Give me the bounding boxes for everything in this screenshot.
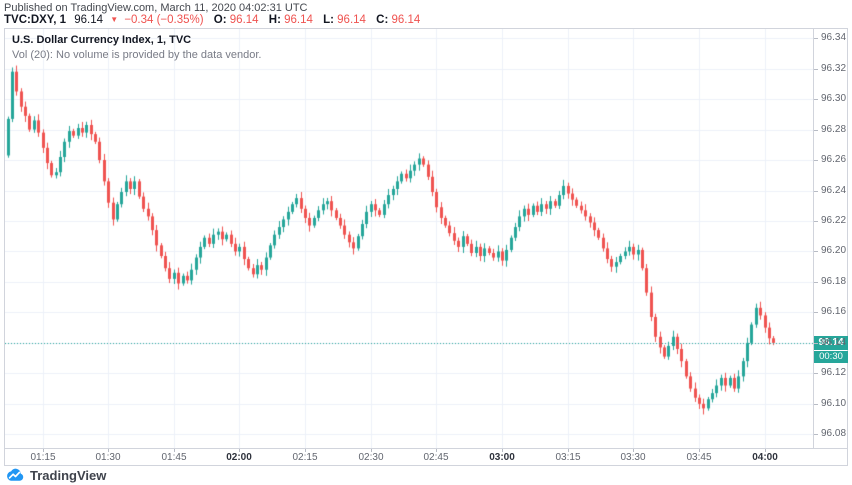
price-tick-mark [814,251,818,252]
price-tick-label: 96.16 [821,306,847,318]
price-tick-mark [814,191,818,192]
time-tick-label: 04:00 [752,452,778,463]
current-price-label: 96.14 [814,336,848,350]
price-tick-mark [814,434,818,435]
time-tick-label: 02:30 [358,452,384,463]
high-label: H: [268,14,281,26]
symbol-name: TVC:DXY, 1 [4,14,66,26]
price-tick-mark [814,404,818,405]
price-tick-mark [814,221,818,222]
price-tick-mark [814,282,818,283]
time-tick-label: 02:45 [423,452,449,463]
price-tick-mark [814,343,818,344]
chart-frame: U.S. Dollar Currency Index, 1, TVC Vol (… [4,28,848,466]
time-tick-mark [305,449,306,452]
down-triangle-icon: ▼ [110,15,119,24]
price-tick-label: 96.20 [821,245,847,257]
price-tick-label: 96.14 [821,336,847,348]
price-tick-mark [814,373,818,374]
tradingview-logo-icon[interactable] [5,468,25,482]
price-tick-mark [814,69,818,70]
time-tick-mark [699,449,700,452]
publish-timestamp-line: Published on TradingView.com, March 11, … [4,2,308,14]
footer-brand-row: TradingView [5,467,106,483]
price-tick-mark [814,130,818,131]
high-value: 96.14 [284,14,313,26]
time-tick-label: 01:15 [30,452,56,463]
time-tick-mark [174,449,175,452]
time-tick-mark [371,449,372,452]
time-tick-label: 02:15 [292,452,318,463]
price-change: −0.34 (−0.35%) [124,14,204,26]
price-tick-label: 96.12 [821,367,847,379]
bar-countdown-label: 00:30 [814,351,848,363]
price-tick-mark [814,160,818,161]
time-tick-label: 03:45 [686,452,712,463]
close-label: C: [376,14,389,26]
legend-volume-status: Vol (20): No volume is provided by the d… [12,49,262,61]
time-tick-mark [108,449,109,452]
open-label: O: [213,14,227,26]
time-tick-mark [239,449,240,452]
time-tick-label: 03:30 [620,452,646,463]
price-tick-label: 96.28 [821,123,847,135]
price-tick-label: 96.30 [821,93,847,105]
price-tick-label: 96.34 [821,32,847,44]
time-tick-mark [436,449,437,452]
price-tick-mark [814,99,818,100]
price-tick-label: 96.24 [821,184,847,196]
chart-plot-area[interactable]: U.S. Dollar Currency Index, 1, TVC Vol (… [5,29,813,448]
price-tick-mark [814,312,818,313]
close-value: 96.14 [391,14,421,26]
chart-legend: U.S. Dollar Currency Index, 1, TVC Vol (… [12,33,261,62]
low-value: 96.14 [337,14,366,26]
price-tick-label: 96.22 [821,214,847,226]
price-tick-mark [814,38,818,39]
time-tick-label: 02:00 [226,452,252,463]
time-tick-label: 03:15 [555,452,581,463]
price-tick-label: 96.08 [821,428,847,440]
time-axis[interactable]: 01:15 01:30 01:45 02:00 02:15 02:30 02:45 03:00… [5,448,847,465]
candlestick-chart-canvas[interactable] [5,29,813,448]
time-tick-label: 03:00 [489,452,515,463]
last-price: 96.14 [74,14,103,26]
time-tick-mark [633,449,634,452]
time-tick-label: 01:45 [161,452,187,463]
price-tick-label: 96.32 [821,62,847,74]
time-tick-mark [765,449,766,452]
price-tick-label: 96.26 [821,154,847,166]
brand-name[interactable]: TradingView [30,467,107,483]
low-label: L: [323,14,334,26]
time-tick-mark [568,449,569,452]
symbol-ohlc-bar: TVC:DXY, 1 96.14 ▼ −0.34 (−0.35%) O: 96.… [4,14,420,26]
time-tick-label: 01:30 [95,452,121,463]
price-tick-label: 96.10 [821,397,847,409]
price-tick-label: 96.18 [821,275,847,287]
price-axis[interactable]: 96.14 00:30 96.34 96.32 96.30 96.28 96.26 96.… [813,29,848,448]
legend-title: U.S. Dollar Currency Index, 1, TVC [12,34,192,46]
time-tick-mark [502,449,503,452]
open-value: 96.14 [229,14,259,26]
time-tick-mark [43,449,44,452]
